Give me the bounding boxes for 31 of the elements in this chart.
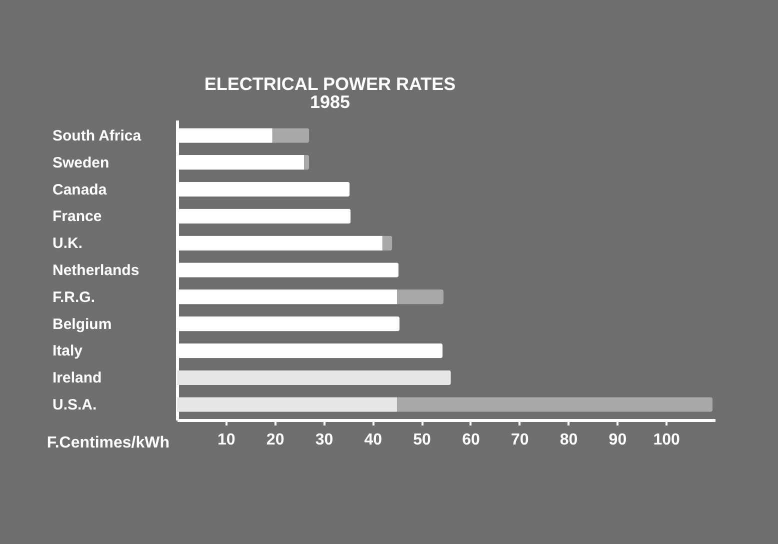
y-tick-label: Italy <box>52 342 84 360</box>
x-tick-label: 60 <box>462 432 480 448</box>
x-tick-label: 10 <box>218 432 236 448</box>
x-tick-label: 80 <box>560 432 578 448</box>
y-tick-label: South Africa <box>52 127 142 144</box>
bar <box>397 290 444 304</box>
x-tick-label: 20 <box>266 432 284 448</box>
x-axis-title: F.Centimes/kWh <box>46 434 170 452</box>
chart-subtitle: 1985 <box>310 92 350 112</box>
x-tick-label: 90 <box>608 432 627 448</box>
bar <box>397 397 713 412</box>
y-tick-label: Ireland <box>52 370 102 387</box>
bar <box>177 397 398 412</box>
y-tick-label: U.S.A. <box>52 396 97 414</box>
y-tick-label: Sweden <box>52 154 110 172</box>
bar <box>304 154 310 170</box>
y-tick-label: Belgium <box>52 316 112 333</box>
x-tick-label: 100 <box>653 432 680 448</box>
y-tick-label: F.R.G. <box>52 288 96 306</box>
y-tick-label: Netherlands <box>52 262 140 279</box>
bar <box>382 236 392 250</box>
y-tick-label: France <box>52 208 102 226</box>
chart-title: ELECTRICAL POWER RATES <box>204 74 456 94</box>
x-tick-label: 70 <box>510 432 529 448</box>
y-tick-label: U.K. <box>52 235 82 252</box>
bar <box>272 128 310 143</box>
x-tick-label: 40 <box>364 432 382 448</box>
bar <box>177 370 451 386</box>
x-tick-label: 50 <box>413 432 432 448</box>
y-tick-label: Canada <box>52 181 108 198</box>
x-tick-label: 30 <box>315 432 334 448</box>
